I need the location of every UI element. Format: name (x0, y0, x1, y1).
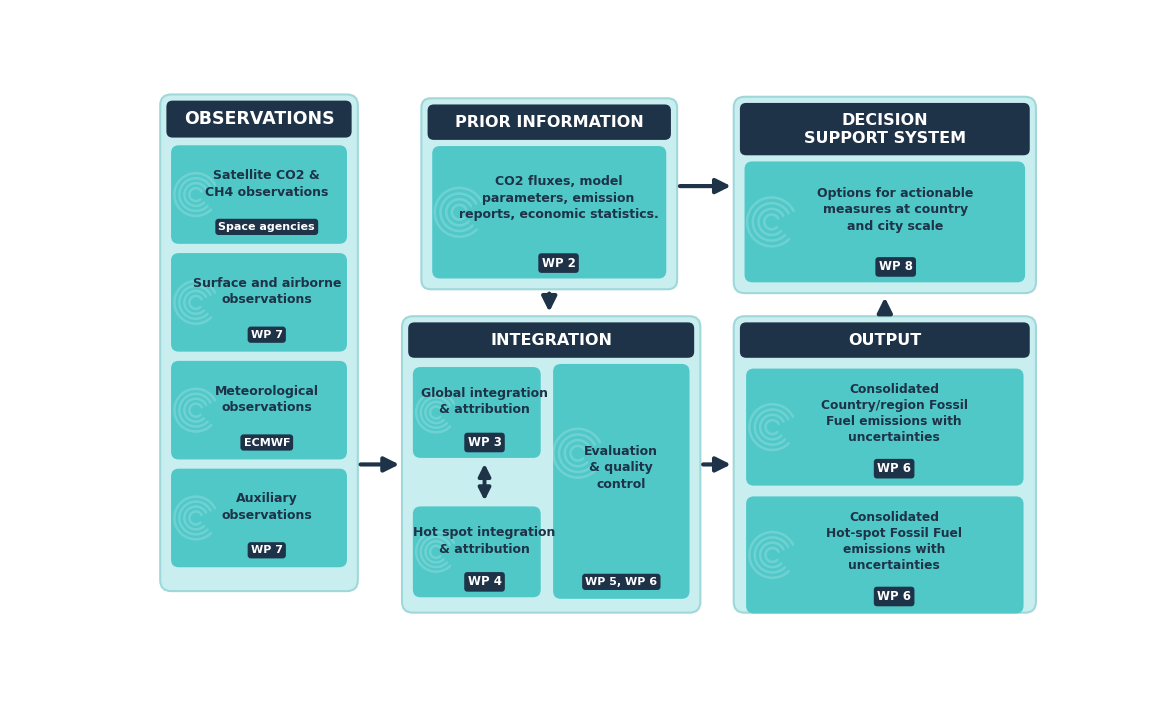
Text: Hot spot integration
& attribution: Hot spot integration & attribution (413, 526, 556, 556)
Text: Global integration
& attribution: Global integration & attribution (421, 387, 548, 416)
Text: Evaluation
& quality
control: Evaluation & quality control (584, 445, 659, 490)
Text: WP 8: WP 8 (879, 260, 913, 273)
FancyBboxPatch shape (171, 145, 347, 244)
Text: Satellite CO2 &
CH4 observations: Satellite CO2 & CH4 observations (205, 169, 329, 199)
FancyBboxPatch shape (171, 253, 347, 351)
Text: WP 6: WP 6 (878, 462, 911, 475)
FancyBboxPatch shape (427, 104, 670, 140)
Text: ECMWF: ECMWF (243, 437, 290, 448)
Text: WP 7: WP 7 (250, 545, 283, 555)
FancyBboxPatch shape (166, 100, 352, 137)
FancyBboxPatch shape (744, 161, 1025, 283)
Text: WP 2: WP 2 (542, 257, 576, 270)
Text: Space agencies: Space agencies (219, 222, 315, 232)
Text: DECISION
SUPPORT SYSTEM: DECISION SUPPORT SYSTEM (804, 113, 966, 145)
FancyBboxPatch shape (171, 469, 347, 568)
FancyBboxPatch shape (402, 316, 701, 612)
FancyBboxPatch shape (746, 369, 1024, 486)
Text: PRIOR INFORMATION: PRIOR INFORMATION (455, 115, 644, 129)
Text: WP 4: WP 4 (468, 576, 502, 589)
Text: CO2 fluxes, model
parameters, emission
reports, economic statistics.: CO2 fluxes, model parameters, emission r… (459, 176, 659, 221)
Text: Meteorological
observations: Meteorological observations (215, 385, 318, 414)
FancyBboxPatch shape (432, 146, 666, 278)
Text: OBSERVATIONS: OBSERVATIONS (184, 110, 335, 128)
FancyBboxPatch shape (739, 103, 1030, 155)
Text: Surface and airborne
observations: Surface and airborne observations (193, 277, 340, 307)
FancyBboxPatch shape (553, 364, 689, 599)
FancyBboxPatch shape (413, 506, 541, 597)
FancyBboxPatch shape (734, 97, 1035, 293)
Text: WP 6: WP 6 (878, 590, 911, 603)
Text: INTEGRATION: INTEGRATION (490, 333, 612, 348)
FancyBboxPatch shape (734, 316, 1035, 612)
FancyBboxPatch shape (739, 322, 1030, 358)
Text: OUTPUT: OUTPUT (848, 333, 922, 348)
Text: Consolidated
Country/region Fossil
Fuel emissions with
uncertainties: Consolidated Country/region Fossil Fuel … (820, 382, 968, 444)
FancyBboxPatch shape (160, 95, 358, 591)
FancyBboxPatch shape (171, 361, 347, 459)
Text: WP 7: WP 7 (250, 330, 283, 340)
Text: WP 3: WP 3 (468, 436, 502, 449)
FancyBboxPatch shape (413, 367, 541, 458)
Text: Options for actionable
measures at country
and city scale: Options for actionable measures at count… (818, 187, 973, 233)
Text: Consolidated
Hot-spot Fossil Fuel
emissions with
uncertainties: Consolidated Hot-spot Fossil Fuel emissi… (826, 510, 962, 572)
FancyBboxPatch shape (408, 322, 694, 358)
Text: Auxiliary
observations: Auxiliary observations (221, 492, 312, 522)
FancyBboxPatch shape (746, 497, 1024, 613)
Text: WP 5, WP 6: WP 5, WP 6 (585, 577, 658, 587)
FancyBboxPatch shape (421, 98, 677, 289)
